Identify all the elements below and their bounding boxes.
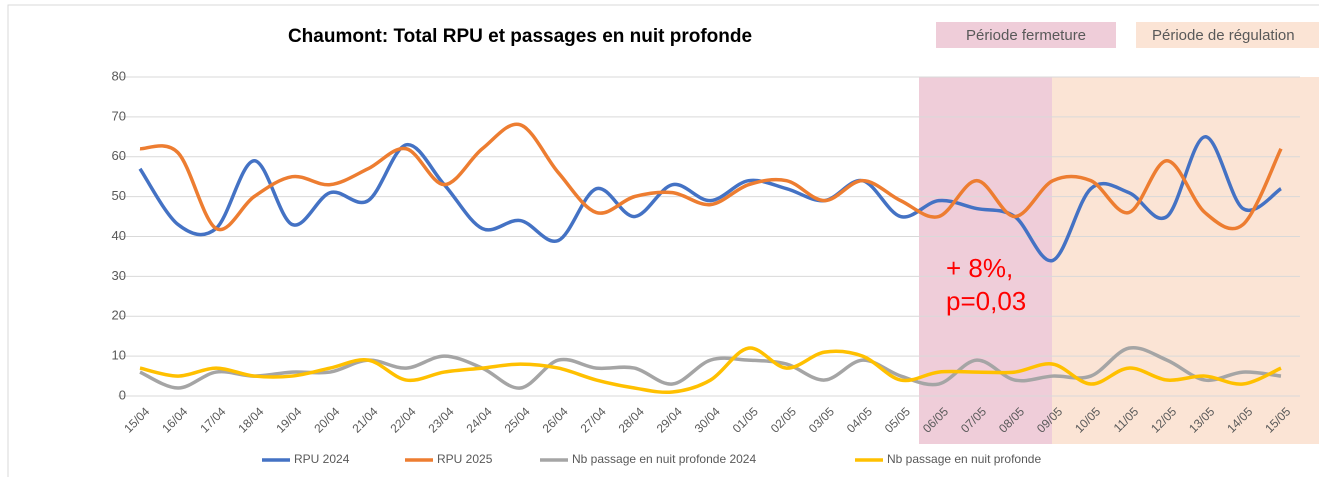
legend-label: Nb passage en nuit profonde 2024 xyxy=(572,452,756,466)
legend-label: RPU 2025 xyxy=(437,452,493,466)
series-line xyxy=(139,345,1282,390)
annotation: + 8%, xyxy=(946,253,1013,283)
series-line xyxy=(139,346,1282,395)
regulation-period xyxy=(1052,77,1319,444)
y-tick-label: 80 xyxy=(112,68,126,83)
y-tick-label: 50 xyxy=(112,188,126,203)
y-tick-label: 30 xyxy=(112,268,126,283)
closure-label: Période fermeture xyxy=(966,27,1086,44)
y-tick-label: 40 xyxy=(112,228,126,243)
lines xyxy=(138,122,1283,395)
y-tick-label: 20 xyxy=(112,308,126,323)
y-tick-label: 60 xyxy=(112,148,126,163)
closure-label-box xyxy=(936,22,1116,48)
y-tick-label: 70 xyxy=(112,108,126,123)
grid xyxy=(118,76,1300,397)
series-line xyxy=(138,135,1283,263)
legend-label: RPU 2024 xyxy=(294,452,350,466)
chart-title: Chaumont: Total RPU et passages en nuit … xyxy=(288,26,752,47)
y-tick-label: 10 xyxy=(112,348,126,363)
annotation: p=0,03 xyxy=(946,286,1026,316)
regulation-label-box xyxy=(1136,22,1319,48)
series-line xyxy=(139,122,1283,232)
legend-label: Nb passage en nuit profonde xyxy=(887,452,1041,466)
regulation-label: Période de régulation xyxy=(1152,27,1295,44)
y-tick-label: 0 xyxy=(119,387,126,402)
